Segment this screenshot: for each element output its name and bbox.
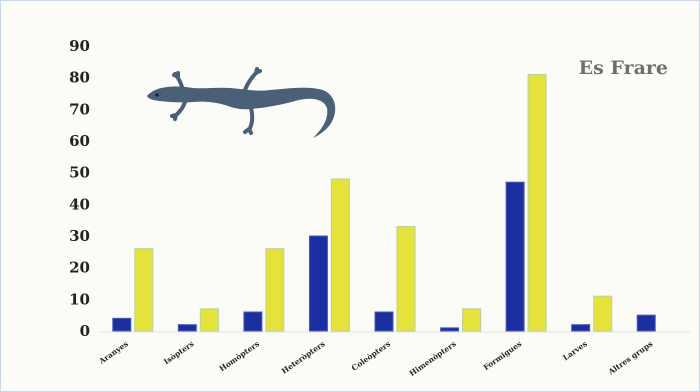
x-axis-labels: Aranyes Isòpters Homòpters Heteròpters Coleò… [97, 339, 655, 378]
x-tick-label: Heteròpters [280, 339, 327, 375]
bar [462, 308, 482, 332]
bar [440, 327, 460, 332]
y-tick-label: 80 [69, 69, 90, 87]
bar [571, 324, 591, 332]
chart-title: Es Frare [579, 57, 668, 79]
lizard-icon [147, 67, 336, 138]
x-tick-label: Homòpters [218, 339, 261, 373]
y-tick-label: 0 [80, 322, 90, 340]
bar [243, 311, 263, 332]
x-tick-label: Formigues [482, 339, 523, 372]
y-tick-label: 50 [69, 164, 90, 182]
bars-group [112, 74, 656, 332]
x-tick-label: Isòpters [162, 339, 195, 366]
x-tick-label: Larves [561, 339, 589, 362]
y-tick-label: 20 [69, 259, 90, 277]
x-tick-label: Coleòpters [350, 339, 392, 372]
y-tick-label: 60 [69, 132, 90, 150]
x-tick-label: Aranyes [97, 339, 130, 366]
bar [396, 226, 416, 332]
y-tick-label: 10 [69, 290, 90, 308]
y-tick-label: 40 [69, 195, 90, 213]
x-tick-label: Himenòpters [408, 339, 458, 378]
bar [265, 248, 285, 332]
bar [308, 235, 328, 332]
y-axis: 0 10 20 30 40 50 60 70 80 90 [69, 37, 690, 340]
bar [199, 308, 219, 332]
bar [593, 295, 613, 332]
y-tick-label: 30 [69, 227, 90, 245]
bar [527, 74, 547, 332]
x-tick-label: Altres grups [606, 339, 654, 377]
bar [505, 181, 525, 332]
bar [374, 311, 394, 332]
y-tick-label: 70 [69, 100, 90, 118]
bar [636, 314, 656, 332]
bar [134, 248, 154, 332]
bar [177, 324, 197, 332]
bar [112, 317, 132, 332]
bar [330, 178, 350, 332]
y-tick-label: 90 [69, 37, 90, 55]
